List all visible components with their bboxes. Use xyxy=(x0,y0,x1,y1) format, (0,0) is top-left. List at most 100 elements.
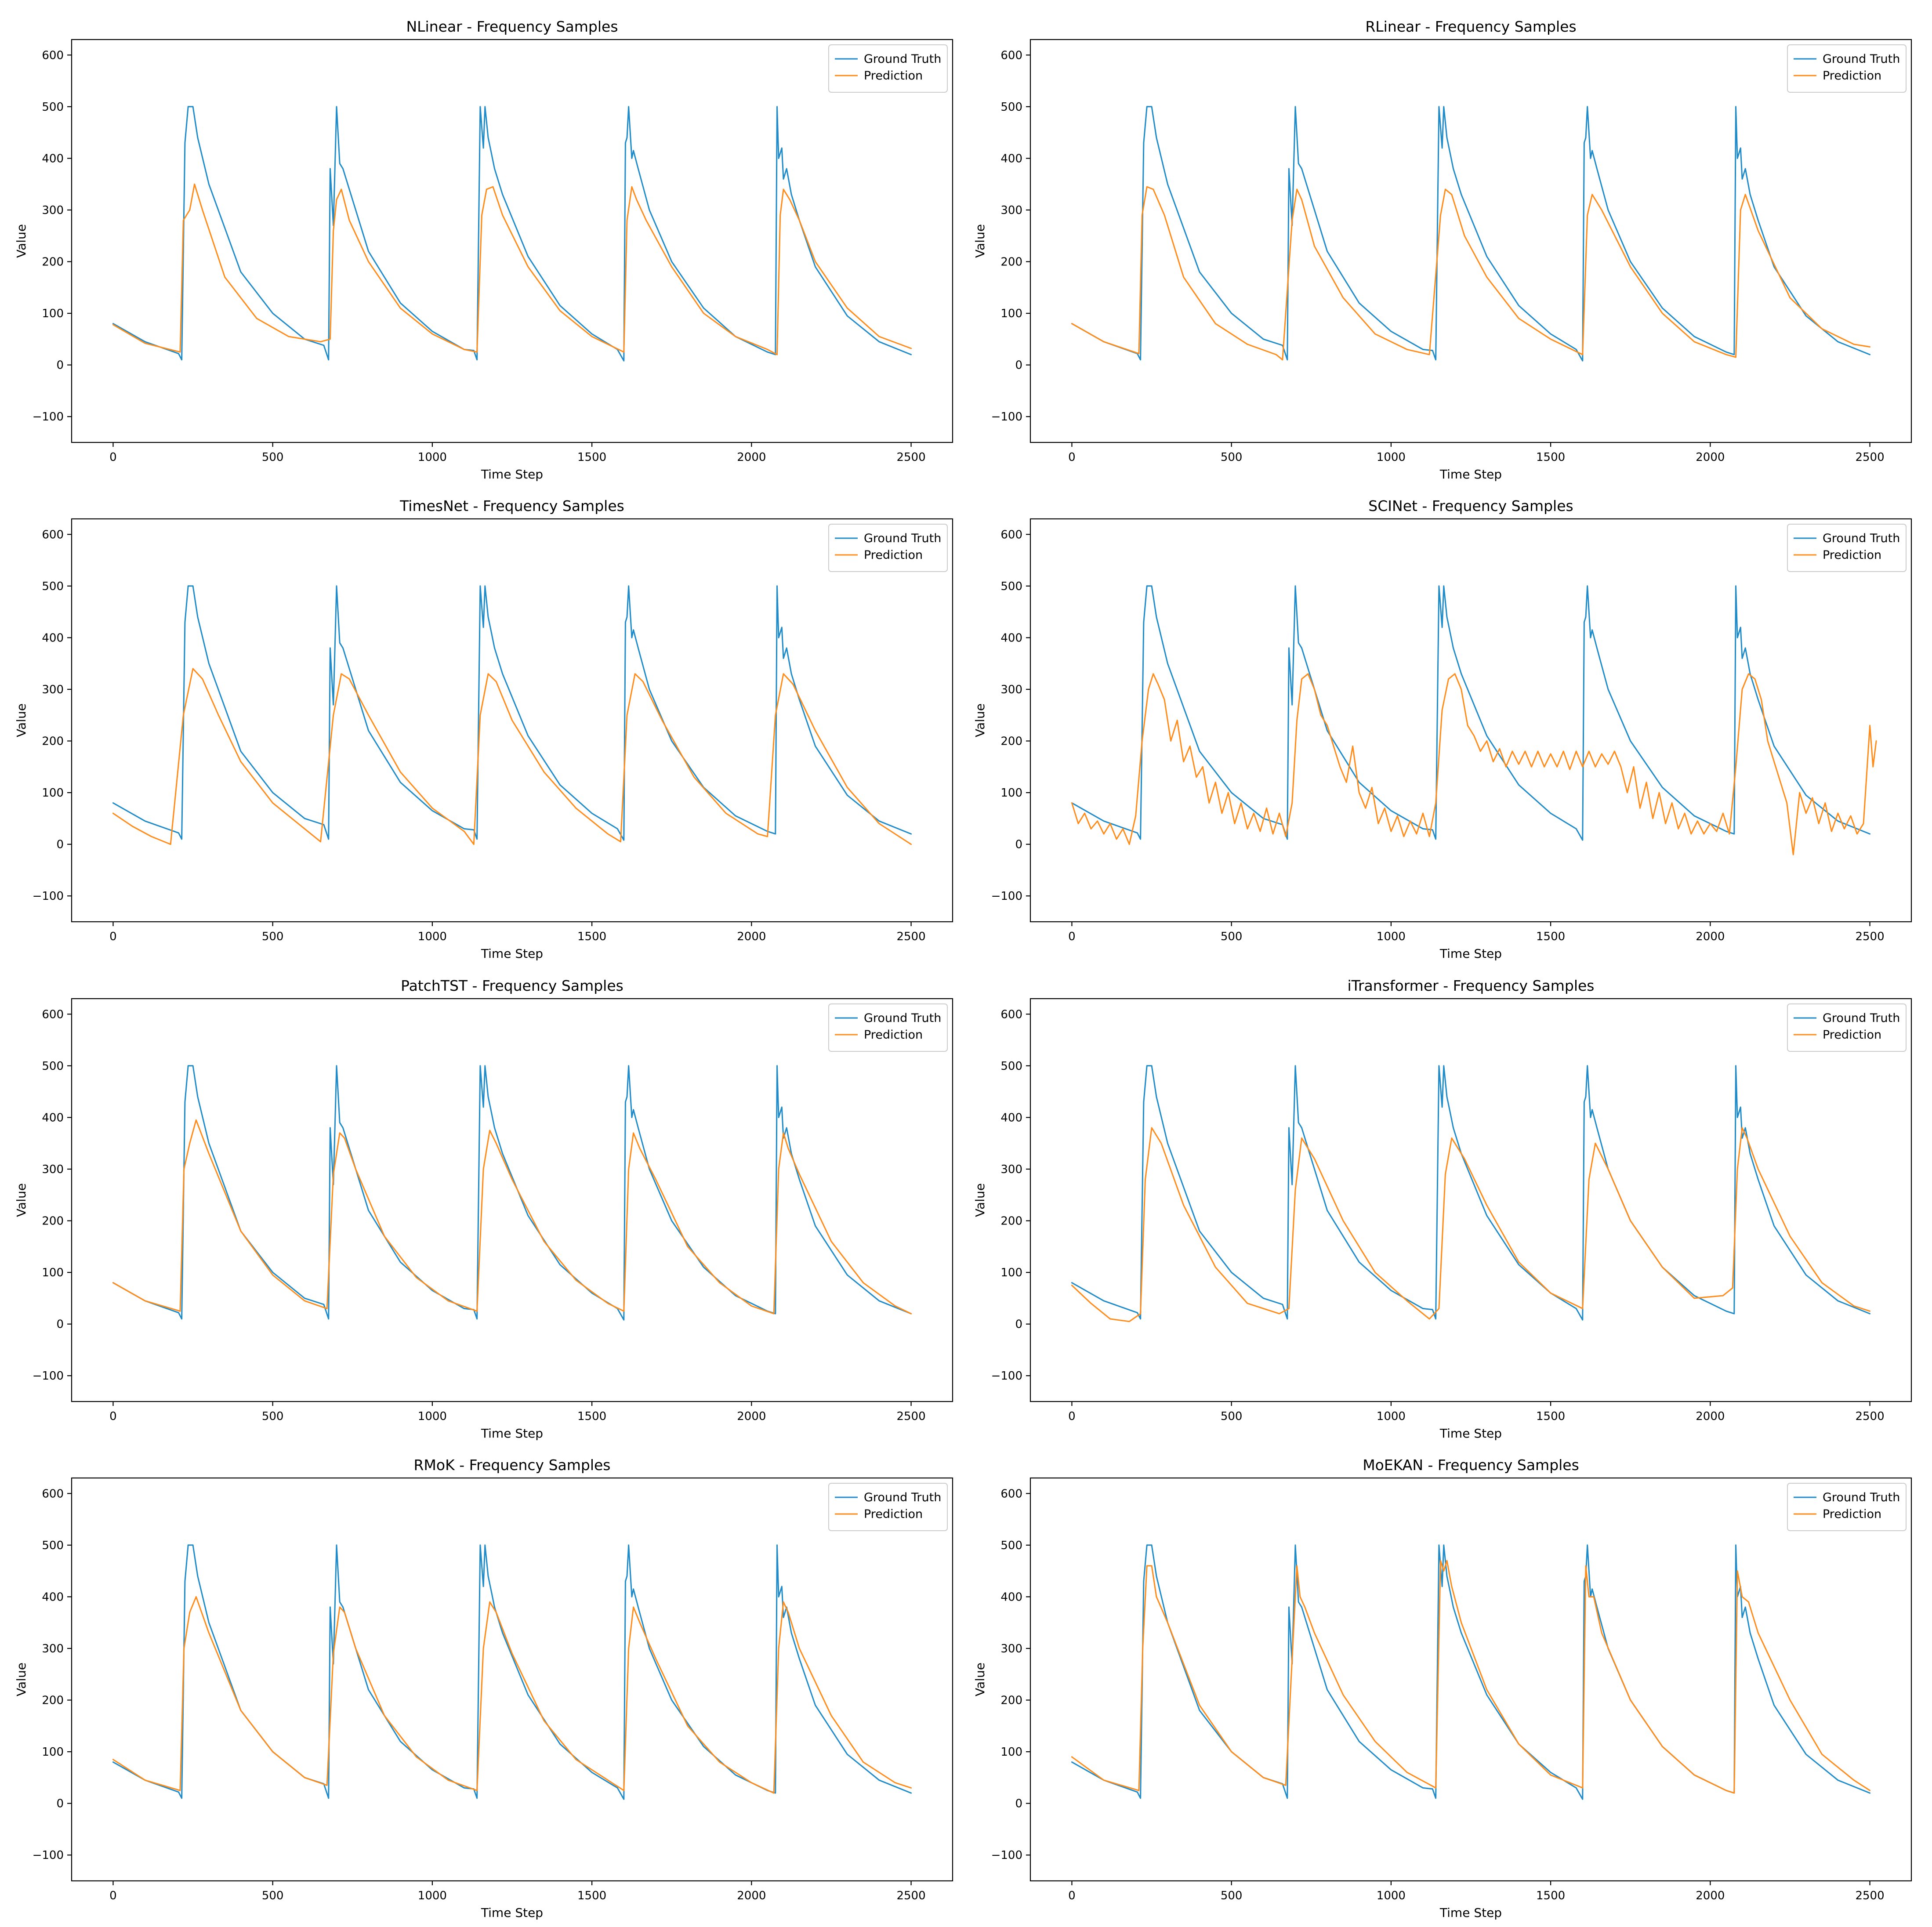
chart-panel: NLinear - Frequency Samples 0 500 1000 1500 2… xyxy=(14,18,953,482)
x-tick-label: 1500 xyxy=(1536,1410,1565,1423)
y-tick-label: 0 xyxy=(56,1318,64,1331)
x-tick-label: 0 xyxy=(109,1889,117,1902)
x-tick-label: 0 xyxy=(1068,1410,1076,1423)
panel-title: TimesNet - Frequency Samples xyxy=(399,497,624,514)
legend-label: Prediction xyxy=(864,1028,923,1042)
y-tick-label: 300 xyxy=(1000,204,1022,217)
y-tick-label: 500 xyxy=(1000,1539,1022,1552)
ground-truth-line xyxy=(1071,106,1871,362)
legend: Ground Truth Prediction xyxy=(828,524,948,572)
x-axis-label: Time Step xyxy=(1439,1426,1502,1441)
legend-label: Ground Truth xyxy=(864,1011,941,1025)
legend-label: Ground Truth xyxy=(1823,1011,1900,1025)
axes-frame xyxy=(1029,518,1912,923)
y-tick-label: 600 xyxy=(1000,1487,1022,1500)
x-tick-label: 2000 xyxy=(737,930,766,943)
legend-label: Prediction xyxy=(864,69,923,83)
x-tick-label: 2000 xyxy=(1696,1889,1725,1902)
legend-label: Prediction xyxy=(1823,1507,1881,1521)
x-tick-label: 1500 xyxy=(577,451,606,464)
ground-truth-line xyxy=(112,585,912,841)
legend-box xyxy=(1787,44,1907,93)
y-tick-label: 400 xyxy=(42,1111,64,1124)
x-tick-label: 2500 xyxy=(1855,930,1884,943)
legend-box xyxy=(828,1483,948,1531)
ground-truth-line xyxy=(112,1544,912,1800)
legend-label: Prediction xyxy=(864,1507,923,1521)
x-tick-label: 500 xyxy=(262,1410,284,1423)
x-tick-label: 500 xyxy=(1221,451,1243,464)
x-tick-label: 2000 xyxy=(737,1889,766,1902)
x-tick-label: 1500 xyxy=(577,1410,606,1423)
x-tick-label: 1500 xyxy=(577,930,606,943)
y-tick-label: 100 xyxy=(42,1266,64,1279)
legend: Ground Truth Prediction xyxy=(1787,44,1907,93)
x-tick-label: 1000 xyxy=(418,1889,447,1902)
panel-title: NLinear - Frequency Samples xyxy=(406,18,618,35)
x-tick-label: 0 xyxy=(109,451,117,464)
x-tick-label: 1000 xyxy=(1377,930,1406,943)
legend: Ground Truth Prediction xyxy=(1787,1483,1907,1531)
y-tick-label: 400 xyxy=(42,152,64,165)
legend-box xyxy=(828,1003,948,1052)
x-tick-label: 1000 xyxy=(418,451,447,464)
y-axis-label: Value xyxy=(973,703,987,737)
panel-title: SCINet - Frequency Samples xyxy=(1368,497,1573,514)
legend-label: Prediction xyxy=(1823,1028,1881,1042)
y-tick-label: 300 xyxy=(42,683,64,696)
axes-frame xyxy=(71,998,953,1402)
x-tick-label: 1000 xyxy=(1377,1410,1406,1423)
y-tick-label: 300 xyxy=(1000,1163,1022,1176)
y-tick-label: 0 xyxy=(56,359,64,372)
legend-box xyxy=(1787,1483,1907,1531)
panel-title: MoEKAN - Frequency Samples xyxy=(1363,1456,1579,1474)
y-tick-label: 200 xyxy=(42,1215,64,1228)
axes-frame xyxy=(1029,998,1912,1402)
y-tick-label: 0 xyxy=(1015,359,1022,372)
panel-title: RMoK - Frequency Samples xyxy=(413,1456,610,1474)
legend-label: Prediction xyxy=(1823,69,1881,83)
y-tick-label: −100 xyxy=(991,1369,1022,1383)
x-tick-label: 2500 xyxy=(1855,451,1884,464)
y-tick-label: 300 xyxy=(42,1163,64,1176)
legend: Ground Truth Prediction xyxy=(828,1003,948,1052)
legend-label: Prediction xyxy=(1823,548,1881,562)
y-tick-label: 500 xyxy=(1000,101,1022,114)
x-tick-label: 1500 xyxy=(577,1889,606,1902)
x-tick-label: 2000 xyxy=(737,1410,766,1423)
y-tick-label: 0 xyxy=(1015,838,1022,851)
legend-label: Ground Truth xyxy=(1823,52,1900,66)
x-axis-label: Time Step xyxy=(1439,946,1502,961)
prediction-line xyxy=(1071,186,1871,361)
x-axis-label: Time Step xyxy=(481,946,543,961)
x-tick-label: 1000 xyxy=(418,1410,447,1423)
y-tick-label: 200 xyxy=(1000,1694,1022,1707)
y-tick-label: 500 xyxy=(1000,1060,1022,1073)
y-tick-label: 300 xyxy=(1000,1642,1022,1655)
y-tick-label: 400 xyxy=(42,1590,64,1604)
y-tick-label: −100 xyxy=(33,410,64,424)
y-tick-label: −100 xyxy=(33,1849,64,1862)
axes-frame xyxy=(71,518,953,923)
x-tick-label: 2000 xyxy=(1696,451,1725,464)
y-tick-label: 600 xyxy=(1000,1008,1022,1021)
y-tick-label: 500 xyxy=(42,1539,64,1552)
legend-label: Ground Truth xyxy=(864,532,941,545)
x-axis-label: Time Step xyxy=(481,1905,543,1920)
y-tick-label: 600 xyxy=(42,1008,64,1021)
y-tick-label: 0 xyxy=(56,1797,64,1811)
x-tick-label: 1500 xyxy=(1536,1889,1565,1902)
prediction-line xyxy=(1071,673,1877,855)
y-tick-label: 300 xyxy=(1000,683,1022,696)
y-tick-label: 400 xyxy=(1000,1590,1022,1604)
y-tick-label: −100 xyxy=(33,890,64,903)
x-tick-label: 1000 xyxy=(418,930,447,943)
x-tick-label: 500 xyxy=(262,451,284,464)
x-axis-label: Time Step xyxy=(1439,1905,1502,1920)
y-tick-label: 400 xyxy=(1000,1111,1022,1124)
y-tick-label: 200 xyxy=(42,256,64,269)
x-tick-label: 2000 xyxy=(1696,930,1725,943)
legend-label: Ground Truth xyxy=(1823,532,1900,545)
